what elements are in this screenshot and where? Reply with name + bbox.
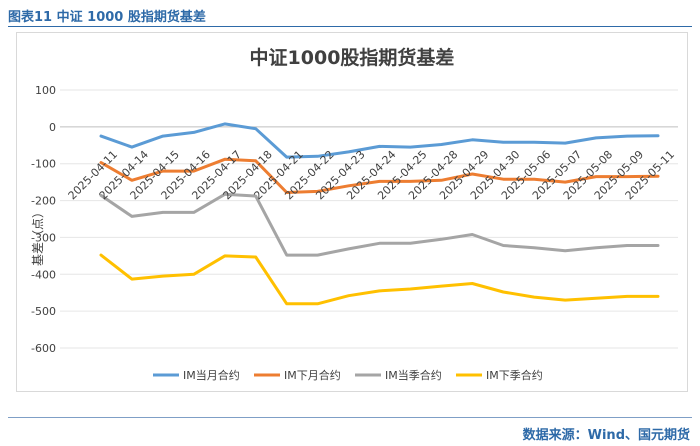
series-lines <box>99 122 660 306</box>
legend-label: IM下季合约 <box>486 368 543 382</box>
series-line-3 <box>99 192 660 257</box>
legend-label: IM下月合约 <box>284 368 341 382</box>
gridlines <box>60 89 678 349</box>
series-line-4 <box>99 253 660 306</box>
y-tick-label: -400 <box>31 268 56 281</box>
y-tick-label: -300 <box>31 231 56 244</box>
y-tick-label: 0 <box>49 121 56 134</box>
chart-title: 中证1000股指期货基差 <box>250 46 455 69</box>
y-tick-label: -200 <box>31 195 56 208</box>
y-tick-label: -600 <box>31 342 56 355</box>
y-tick-label: 100 <box>35 84 56 97</box>
y-tick-label: -100 <box>31 158 56 171</box>
chart-frame <box>16 32 688 392</box>
caption-divider <box>8 26 692 27</box>
series-line-1 <box>99 122 660 159</box>
series-line-2 <box>99 157 660 194</box>
y-tick-label: -500 <box>31 305 56 318</box>
source-note: 数据来源：Wind、国元期货 <box>522 428 690 443</box>
figure-caption: 图表11 中证 1000 股指期货基差 <box>8 10 206 25</box>
x-tick-labels: 2025-04-112025-04-142025-04-152025-04-16… <box>66 148 677 202</box>
y-axis-label: 基差（点） <box>31 206 45 266</box>
legend: IM当月合约 IM下月合约 IM当季合约 IM下季合约 <box>153 368 543 382</box>
legend-label: IM当季合约 <box>385 368 442 382</box>
y-tick-labels: 100 0 -100 -200 -300 -400 -500 -600 <box>31 84 56 355</box>
footer-divider <box>8 417 692 418</box>
legend-label: IM当月合约 <box>183 368 240 382</box>
